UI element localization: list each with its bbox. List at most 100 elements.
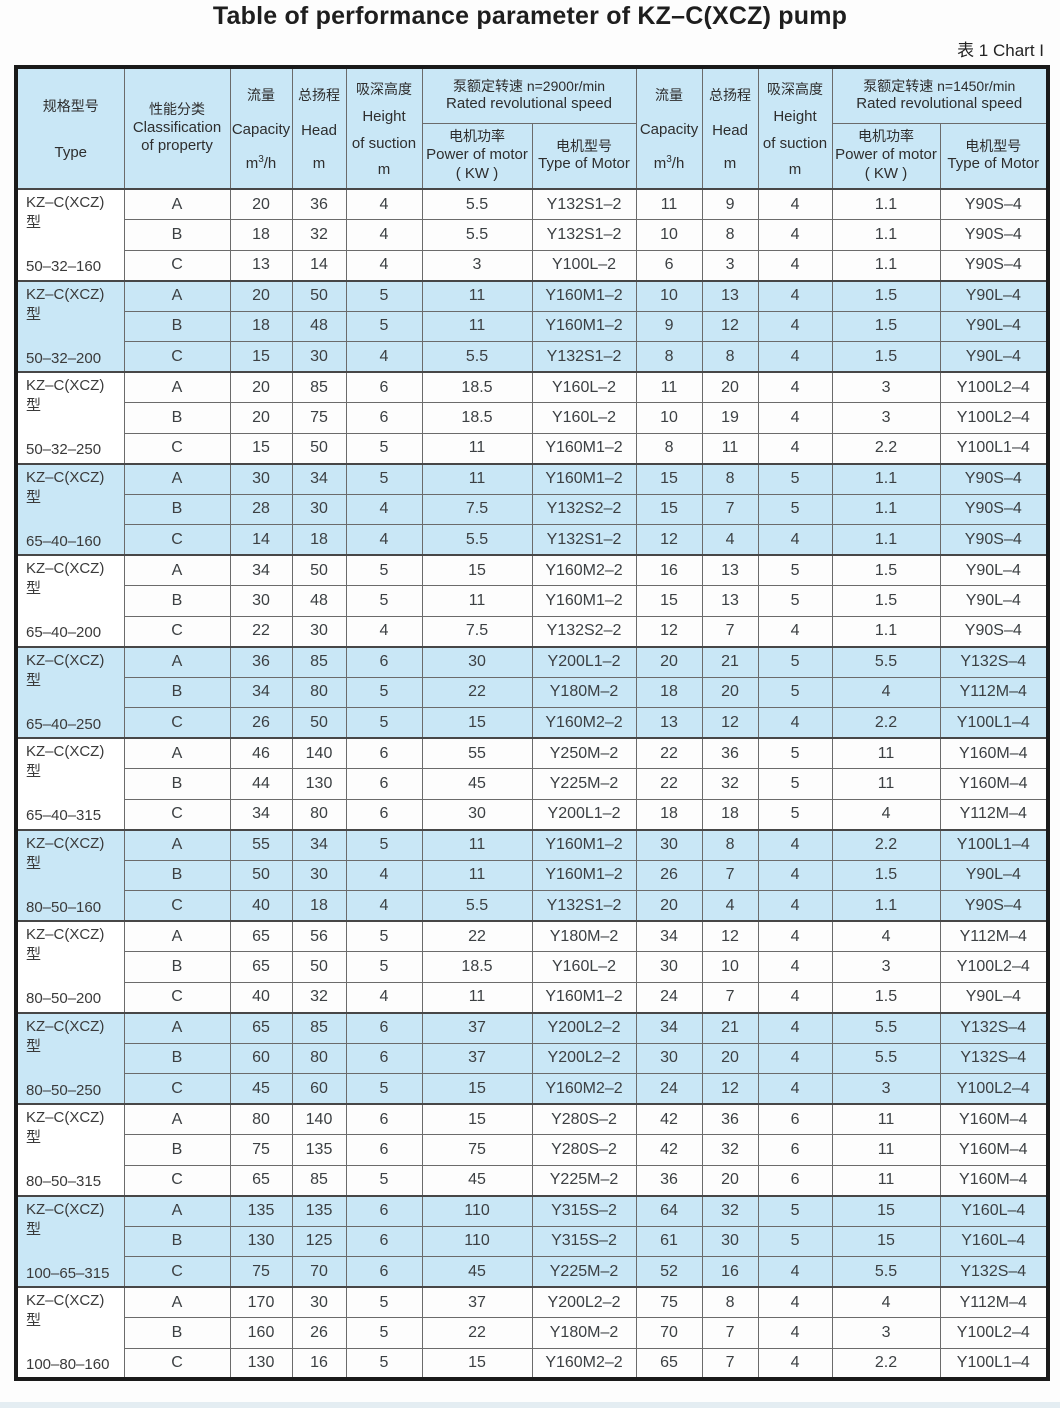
data-cell: 18.5 (421, 371, 533, 403)
data-cell: 5 (345, 707, 423, 739)
data-cell: Y160L–2 (531, 402, 637, 434)
data-cell: 8 (635, 341, 703, 373)
header-capacity-en: Capacity (231, 121, 291, 138)
data-cell: 80 (291, 798, 347, 830)
data-cell: Y225M–2 (531, 1256, 637, 1288)
data-cell: 6 (345, 1042, 423, 1074)
data-cell: 3 (831, 1073, 941, 1105)
data-cell: 20 (701, 676, 759, 708)
data-cell: Y90L–4 (939, 554, 1049, 586)
pump-model-prefix: KZ–C(XCZ) 型 (26, 1291, 105, 1329)
data-cell: 1.5 (831, 981, 941, 1013)
data-cell: 34 (291, 462, 347, 495)
data-cell: 52 (635, 1256, 703, 1288)
header-suction-zh: 吸深高度 (356, 80, 412, 97)
pump-model-prefix: KZ–C(XCZ) 型 (26, 1200, 105, 1238)
data-cell: 135 (291, 1194, 347, 1227)
header-capacity-1450: 流量 Capacity m3/h (635, 66, 703, 190)
table-row: C 34 80 6 30 Y200L1–2 18 18 5 4 Y112M–4 (16, 798, 1049, 830)
data-cell: 6 (345, 1134, 423, 1166)
data-cell: 15 (831, 1194, 941, 1227)
data-cell: 50 (291, 432, 347, 464)
data-cell: 1.5 (831, 341, 941, 373)
data-cell: 20 (229, 371, 293, 403)
data-cell: 5 (757, 676, 833, 708)
data-cell: 4 (757, 1042, 833, 1074)
data-cell: 6 (345, 1256, 423, 1288)
data-cell: 7 (701, 493, 759, 525)
data-cell: Y180M–2 (531, 920, 637, 952)
data-cell: 4 (345, 859, 423, 891)
data-cell: Y160M1–2 (531, 462, 637, 495)
data-cell: 3 (421, 249, 533, 281)
table-row: C 65 85 5 45 Y225M–2 36 20 6 11 Y160M–4 (16, 1164, 1049, 1196)
data-cell: 8 (701, 462, 759, 495)
header-motor-type-en: Type of Motor (538, 155, 630, 173)
pump-model-size: 65–40–315 (26, 807, 102, 825)
data-cell: 80 (291, 676, 347, 708)
data-cell: 34 (229, 554, 293, 586)
data-cell: 11 (421, 279, 533, 312)
data-cell: Y100L1–4 (939, 432, 1049, 464)
header-head-zh: 总扬程 (298, 87, 340, 104)
data-cell: B (123, 310, 231, 342)
page-bottom-strip (0, 1402, 1060, 1408)
data-cell: 11 (421, 462, 533, 495)
data-cell: Y100L2–4 (939, 402, 1049, 434)
chart-number-label: 表 1 Chart I (957, 41, 1044, 60)
data-cell: Y90S–4 (939, 615, 1049, 647)
data-cell: 50 (291, 951, 347, 983)
data-cell: 85 (291, 645, 347, 678)
data-cell: 7.5 (421, 615, 533, 647)
data-cell: Y160M1–2 (531, 585, 637, 617)
table-row: B 60 80 6 37 Y200L2–2 30 20 4 5.5 Y132S–4 (16, 1042, 1049, 1074)
header-head-2900: 总扬程 Head m (291, 66, 347, 190)
data-cell: B (123, 402, 231, 434)
data-cell: 135 (291, 1134, 347, 1166)
data-cell: 20 (229, 279, 293, 312)
data-cell: 6 (757, 1103, 833, 1135)
data-cell: 37 (421, 1011, 533, 1044)
table-row: B 18 48 5 11 Y160M1–2 9 12 4 1.5 Y90L–4 (16, 310, 1049, 342)
data-cell: Y132S–4 (939, 1011, 1049, 1044)
header-capacity-unit: m3/h (245, 154, 277, 172)
data-cell: A (123, 645, 231, 678)
data-cell: 5 (345, 1164, 423, 1196)
data-cell: 1.5 (831, 279, 941, 312)
data-cell: 32 (701, 768, 759, 800)
data-cell: 22 (421, 1317, 533, 1349)
data-cell: B (123, 1042, 231, 1074)
data-cell: Y90S–4 (939, 462, 1049, 495)
data-cell: 36 (291, 188, 347, 220)
data-cell: 1.1 (831, 493, 941, 525)
data-cell: 110 (421, 1194, 533, 1227)
data-cell: 3 (831, 1317, 941, 1349)
header-type-zh: 规格型号 (42, 98, 99, 115)
data-cell: B (123, 1225, 231, 1257)
data-cell: 80 (291, 1042, 347, 1074)
data-cell: A (123, 1103, 231, 1135)
data-cell: 24 (635, 981, 703, 1013)
data-cell: 30 (421, 645, 533, 678)
data-cell: 36 (635, 1164, 703, 1196)
data-cell: 36 (701, 737, 759, 769)
data-cell: 4 (345, 890, 423, 922)
data-cell: 18 (291, 890, 347, 922)
data-cell: Y160M1–2 (531, 859, 637, 891)
data-cell: 34 (291, 828, 347, 861)
pump-model-size: 50–32–250 (26, 441, 102, 459)
header-suction-2900: 吸深高度 Height of suction m (345, 66, 423, 190)
data-cell: 20 (701, 371, 759, 403)
table-row: KZ–C(XCZ) 型 100–80–160 A 170 30 5 37 Y200L2–2 75… (15, 1286, 1049, 1379)
data-cell: 1.1 (831, 524, 941, 556)
data-cell: 75 (229, 1134, 293, 1166)
data-cell: 9 (701, 188, 759, 220)
data-cell: 5 (345, 676, 423, 708)
data-cell: Y160M2–2 (531, 1073, 637, 1105)
header-motor-power-1450: 电机功率 Power of motor ( KW ) (831, 122, 941, 190)
data-cell: Y315S–2 (531, 1225, 637, 1257)
header-speed-1450-en: Rated revolutional speed (856, 95, 1023, 113)
data-cell: 22 (421, 676, 533, 708)
data-cell: 30 (291, 859, 347, 891)
pump-model-size: 65–40–200 (26, 624, 102, 642)
